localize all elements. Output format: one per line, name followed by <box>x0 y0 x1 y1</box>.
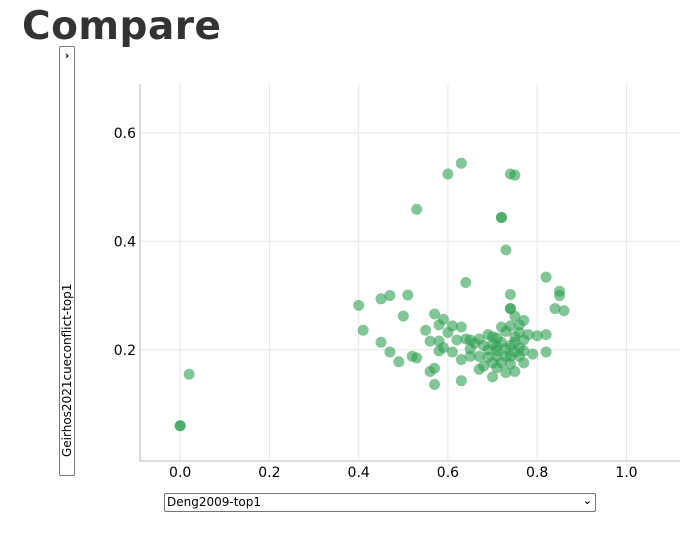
data-point <box>455 375 467 387</box>
y-tick-label: 0.4 <box>114 234 136 250</box>
data-point <box>353 299 365 311</box>
data-point <box>429 379 441 391</box>
data-point <box>518 345 530 357</box>
data-point <box>554 290 566 302</box>
data-point <box>384 346 396 358</box>
data-point <box>540 346 552 358</box>
chevron-right-icon: › <box>64 49 70 62</box>
data-point <box>518 357 530 369</box>
data-point <box>509 365 521 377</box>
data-point <box>487 371 499 383</box>
data-point <box>183 368 195 380</box>
data-point <box>473 350 485 362</box>
x-axis-select-value: Deng2009-top1 <box>167 495 262 509</box>
data-point <box>522 329 534 341</box>
data-point <box>455 321 467 333</box>
data-point <box>384 290 396 302</box>
data-point <box>500 367 512 379</box>
data-point <box>375 336 387 348</box>
data-point <box>442 168 454 180</box>
data-point <box>451 334 463 346</box>
data-point <box>375 293 387 305</box>
axes <box>139 84 680 462</box>
data-point <box>174 420 186 432</box>
data-point <box>504 288 516 300</box>
x-tick-label: 1.0 <box>615 465 637 481</box>
data-point <box>397 310 409 322</box>
grid <box>140 84 680 461</box>
data-point <box>478 360 490 372</box>
data-point <box>558 305 570 317</box>
data-point <box>411 352 423 364</box>
tick-labels: 0.0 0.2 0.4 0.6 0.8 1.0 0.2 0.4 0.6 <box>114 126 638 481</box>
data-point <box>527 348 539 360</box>
data-point <box>429 362 441 374</box>
data-points <box>174 157 570 432</box>
x-tick-label: 0.8 <box>526 465 548 481</box>
data-point <box>393 356 405 368</box>
data-point <box>411 203 423 215</box>
data-point <box>500 244 512 256</box>
page-title: Compare <box>22 4 222 49</box>
y-axis-select[interactable]: › Geirhos2021cueconflict-top1 <box>59 46 75 476</box>
data-point <box>455 354 467 366</box>
data-point <box>429 308 441 320</box>
data-point <box>437 342 449 354</box>
data-point <box>509 310 521 322</box>
data-point <box>446 320 458 332</box>
data-point <box>491 345 503 357</box>
data-point <box>509 169 521 181</box>
chevron-down-icon: ⌄ <box>582 494 592 507</box>
data-point <box>540 329 552 341</box>
x-tick-label: 0.2 <box>258 465 280 481</box>
data-point <box>460 277 472 289</box>
x-axis-select[interactable]: Deng2009-top1 ⌄ <box>164 493 596 512</box>
data-point <box>402 289 414 301</box>
data-point <box>540 271 552 283</box>
data-point <box>518 315 530 327</box>
x-tick-label: 0.4 <box>348 465 370 481</box>
data-point <box>424 335 436 347</box>
x-tick-label: 0.6 <box>437 465 459 481</box>
data-point <box>455 157 467 169</box>
data-point <box>549 303 561 315</box>
data-point <box>504 320 516 332</box>
data-point <box>420 324 432 336</box>
data-point <box>437 313 449 325</box>
y-tick-label: 0.2 <box>114 343 136 359</box>
data-point <box>357 324 369 336</box>
data-point <box>531 330 543 342</box>
x-tick-label: 0.0 <box>169 465 191 481</box>
data-point <box>446 346 458 358</box>
data-point <box>464 350 476 362</box>
y-tick-label: 0.6 <box>114 126 136 142</box>
data-point <box>495 211 507 223</box>
